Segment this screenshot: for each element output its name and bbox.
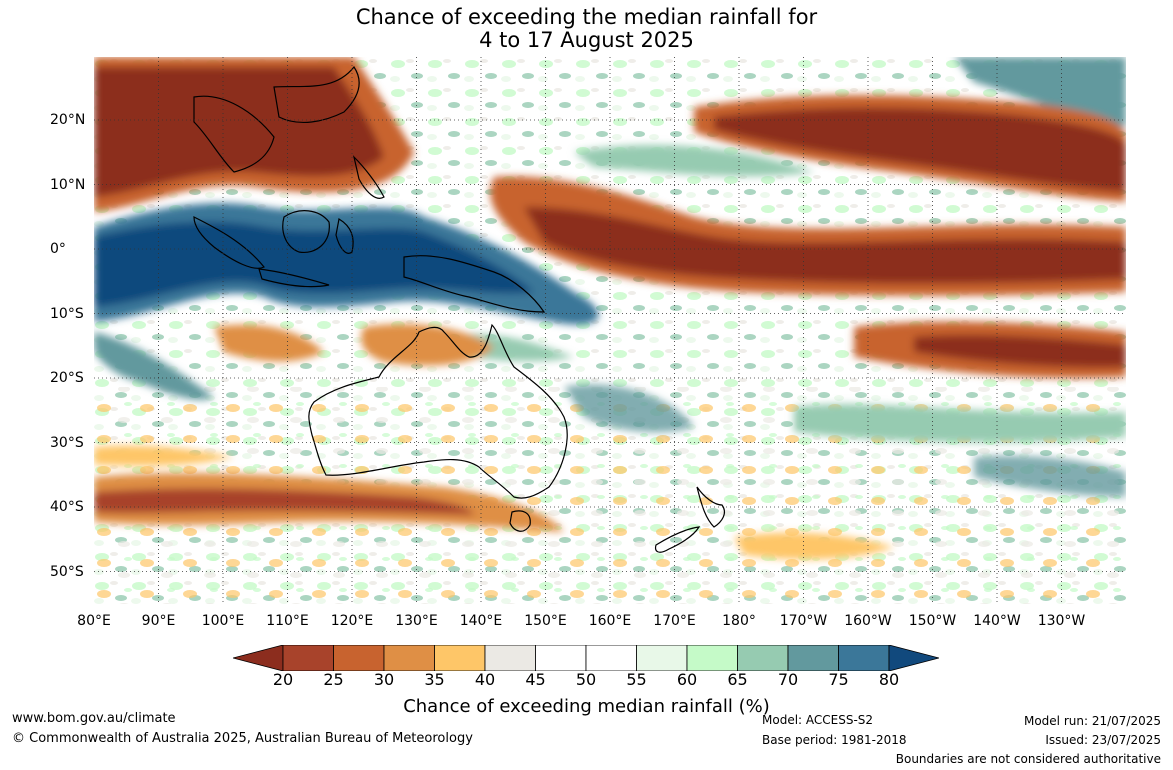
colorbar-tick-label: 60 xyxy=(676,670,698,689)
colorbar-tick-label: 30 xyxy=(373,670,395,689)
philippines-coastline xyxy=(352,155,385,199)
indochina-coastline xyxy=(193,95,275,173)
colorbar-cell xyxy=(535,645,587,671)
colorbar-cell xyxy=(787,645,839,671)
colorbar-tick-label: 50 xyxy=(575,670,597,689)
colorbar-cell xyxy=(686,645,738,671)
colorbar-tick-label: 80 xyxy=(878,670,900,689)
dry-region-south-indian-ocean xyxy=(94,445,234,467)
latitude-label: 0° xyxy=(50,241,66,257)
colorbar-under-arrow xyxy=(233,645,284,671)
china-coastline xyxy=(273,65,360,123)
longitude-label: 160°E xyxy=(588,613,632,629)
australia-coastline xyxy=(308,323,568,499)
colorbar-tick-label: 40 xyxy=(474,670,496,689)
longitude-label: 130°E xyxy=(395,613,438,629)
longitude-label: 130°W xyxy=(1037,613,1086,629)
model-run-date: Model run: 21/07/2025 xyxy=(1023,714,1161,728)
longitude-label: 150°W xyxy=(908,613,957,629)
longitude-label: 120°E xyxy=(330,613,374,629)
longitude-label: 80°E xyxy=(77,613,111,629)
graticule xyxy=(94,57,1126,604)
colorbar-cell xyxy=(585,645,637,671)
longitude-label: 180° xyxy=(722,613,756,629)
colorbar-over-arrow xyxy=(888,645,939,671)
colorbar-tick-label: 45 xyxy=(525,670,546,689)
new-zealand-south-island-coastline xyxy=(654,526,701,553)
colorbar-cell xyxy=(434,645,486,671)
longitude-label: 110°E xyxy=(266,613,309,629)
longitude-label: 140°E xyxy=(459,613,503,629)
colorbar-cell xyxy=(484,645,536,671)
colorbar-cell xyxy=(636,645,688,671)
dry-region-south-asia xyxy=(94,67,384,197)
dry-region-equatorial-pacific xyxy=(524,207,1126,284)
longitude-label: 90°E xyxy=(141,613,176,629)
latitude-label: 30°S xyxy=(50,434,84,451)
longitude-label: 150°E xyxy=(524,613,567,629)
longitude-label: 140°W xyxy=(973,613,1021,629)
dry-region-north-pacific xyxy=(714,107,1126,192)
new-zealand-north-island-coastline xyxy=(696,486,726,528)
sulawesi-coastline xyxy=(335,218,354,254)
wet-region-north-pacific xyxy=(954,57,1126,127)
latitude-label: 10°S xyxy=(50,305,84,322)
latitude-label: 20°S xyxy=(50,370,84,386)
dry-region-north-australia xyxy=(360,323,494,366)
tasmania-coastline xyxy=(509,510,531,532)
colorbar-tick-label: 65 xyxy=(727,670,748,689)
colorbar-cell xyxy=(838,645,890,671)
latitude-label: 40°S xyxy=(50,499,84,515)
latitude-label: 10°N xyxy=(50,176,86,193)
longitude-label: 160°W xyxy=(844,613,892,629)
coastlines xyxy=(193,65,726,553)
website-link[interactable]: www.bom.gov.au/climate xyxy=(12,711,176,726)
colorbar-cell xyxy=(383,645,435,671)
colorbar-tick-label: 35 xyxy=(424,670,445,689)
boundaries-disclaimer: Boundaries are not considered authoritat… xyxy=(895,752,1161,766)
wet-region-southern-ocean xyxy=(974,455,1126,497)
dry-region-southwest-pacific xyxy=(734,532,894,560)
latitude-label: 20°N xyxy=(50,112,86,128)
issued-date: Issued: 23/07/2025 xyxy=(1045,733,1161,747)
map-subtitle-date-range: 4 to 17 August 2025 xyxy=(479,28,694,52)
java-coastline xyxy=(258,268,330,288)
green-band-north-pacific xyxy=(574,144,814,177)
rainfall-probability-map xyxy=(94,57,1126,604)
wet-region-core xyxy=(94,221,534,307)
longitude-label: 170°W xyxy=(779,613,828,629)
dry-region-indian-ocean-midlat-core xyxy=(94,488,474,515)
colorbar-tick-label: 25 xyxy=(323,670,344,689)
wet-region-east-pacific-south xyxy=(794,404,1126,443)
model-name: Model: ACCESS-S2 xyxy=(762,713,874,727)
colorbar-cell xyxy=(333,645,385,671)
dry-region-central-south-pacific-core xyxy=(914,334,1126,368)
colorbar-label: Chance of exceeding median rainfall (%) xyxy=(403,696,770,717)
copyright-text: © Commonwealth of Australia 2025, Austra… xyxy=(12,731,473,746)
colorbar-tick-label: 20 xyxy=(272,670,294,689)
base-period: Base period: 1981-2018 xyxy=(762,733,907,747)
colorbar-cell xyxy=(282,645,334,671)
colorbar-tick-label: 75 xyxy=(828,670,849,689)
latitude-label: 50°S xyxy=(50,563,84,580)
colorbar xyxy=(233,645,939,671)
map-title: Chance of exceeding the median rainfall … xyxy=(355,5,818,29)
longitude-label: 100°E xyxy=(201,613,245,629)
wet-region-indian-ocean-bands xyxy=(94,332,214,400)
dry-region-indian-ocean-south xyxy=(214,324,324,362)
wet-region-coral-sea xyxy=(564,384,694,433)
new-guinea-coastline xyxy=(403,255,546,313)
sumatra-coastline xyxy=(193,216,265,269)
colorbar-tick-label: 55 xyxy=(626,670,647,689)
borneo-coastline xyxy=(282,210,330,253)
longitude-label: 170°E xyxy=(653,613,696,629)
colorbar-tick-label: 70 xyxy=(777,670,799,689)
colorbar-cell xyxy=(737,645,789,671)
